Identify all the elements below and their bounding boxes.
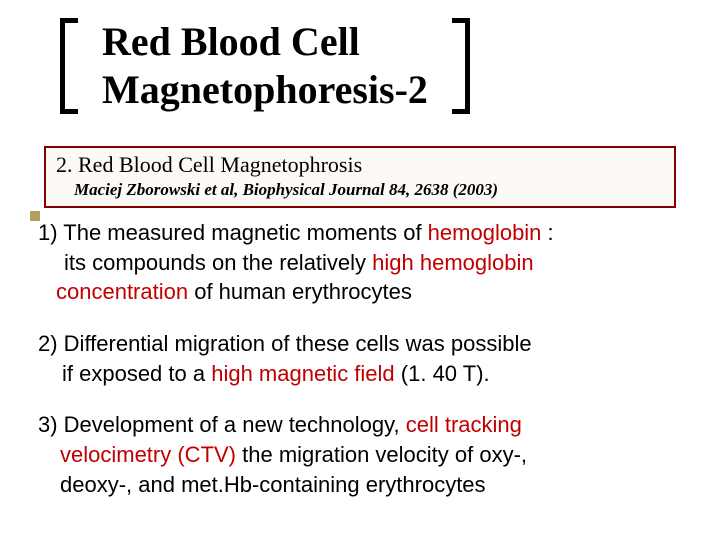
p2-hl: high magnetic field: [211, 361, 394, 386]
p3-hl1: cell tracking: [406, 412, 522, 437]
body-content: 1) The measured magnetic moments of hemo…: [38, 218, 688, 522]
bracket-left-icon: [60, 18, 88, 114]
title-line1: Red Blood Cell: [102, 19, 360, 64]
point-1: 1) The measured magnetic moments of hemo…: [38, 218, 688, 307]
reference-citation: Maciej Zborowski et al, Biophysical Jour…: [74, 180, 664, 200]
slide-title: Red Blood Cell Magnetophoresis-2: [60, 18, 470, 114]
point-3: 3) Development of a new technology, cell…: [38, 410, 688, 499]
p1-after1: :: [541, 220, 553, 245]
title-line2: Magnetophoresis-2: [102, 67, 428, 112]
p1-hl2: high hemoglobin: [372, 250, 533, 275]
p1-after3: of human erythrocytes: [188, 279, 412, 304]
p1-lead: 1) The measured magnetic moments of: [38, 220, 428, 245]
p3-hl2: velocimetry (CTV): [60, 442, 236, 467]
p3-line1a: 3) Development of a new technology,: [38, 412, 406, 437]
point-2: 2) Differential migration of these cells…: [38, 329, 688, 388]
p1-line2a: its compounds on the relatively: [64, 250, 372, 275]
title-text: Red Blood Cell Magnetophoresis-2: [88, 18, 442, 114]
p2-after: (1. 40 T).: [395, 361, 490, 386]
reference-heading: 2. Red Blood Cell Magnetophrosis: [56, 152, 664, 178]
p1-hl1: hemoglobin: [428, 220, 542, 245]
p3-line3: deoxy-, and met.Hb-containing erythrocyt…: [60, 472, 486, 497]
p3-after2: the migration velocity of oxy-,: [236, 442, 527, 467]
bracket-right-icon: [442, 18, 470, 114]
reference-box: 2. Red Blood Cell Magnetophrosis Maciej …: [44, 146, 676, 208]
p2-line2a: if exposed to a: [62, 361, 211, 386]
p1-line3a: concentration: [56, 279, 188, 304]
p2-line1: 2) Differential migration of these cells…: [38, 331, 532, 356]
